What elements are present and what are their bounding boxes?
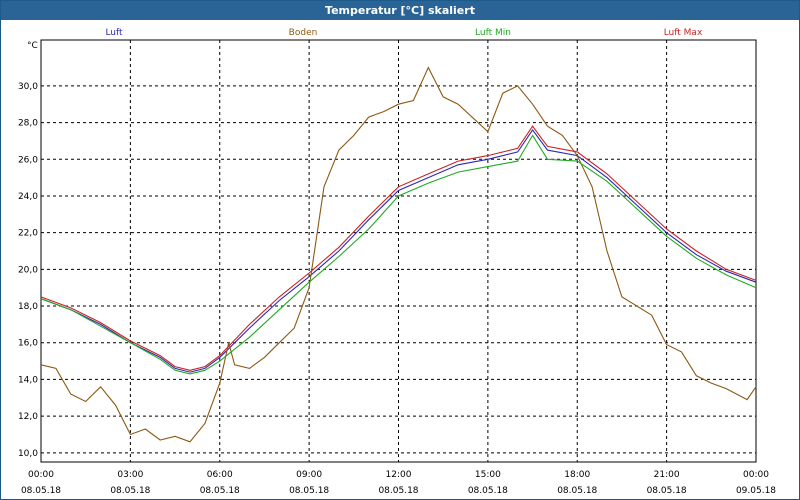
y-tick-label: 22,0 [18, 229, 38, 239]
y-tick-label: 20,0 [18, 265, 38, 275]
series-line-luft-max [40, 125, 757, 371]
x-tick-date: 08.05.18 [110, 486, 150, 496]
chart: 10,0 12,0 14,0 16,0 18,0 20,0 22,0 24,0 26,0 28,0… [18, 28, 776, 496]
y-tick-label: 30,0 [18, 82, 38, 92]
y-tick-label: 28,0 [18, 119, 38, 129]
x-tick-date: 08.05.18 [647, 486, 687, 496]
x-tick-date: 08.05.18 [468, 486, 508, 496]
y-tick-label: 18,0 [18, 302, 38, 312]
series-line-boden [40, 66, 757, 443]
x-tick-time: 09:00 [296, 470, 322, 480]
x-tick-time: 06:00 [207, 470, 233, 480]
x-tick-date: 08.05.18 [200, 486, 240, 496]
x-tick-time: 03:00 [117, 470, 143, 480]
legend-luft-max: Luft Max [664, 28, 703, 38]
window-title: Temperatur [°C] skaliert [1, 1, 799, 20]
x-tick-time: 00:00 [28, 470, 54, 480]
series-line-luft [40, 128, 757, 373]
legend-luft-min: Luft Min [475, 28, 511, 38]
y-tick-label: 12,0 [18, 412, 38, 422]
x-tick-date: 08.05.18 [557, 486, 597, 496]
legend-boden: Boden [289, 28, 318, 38]
x-tick-time: 21:00 [654, 470, 680, 480]
x-tick-date: 08.05.18 [289, 486, 329, 496]
y-tick-label: 16,0 [18, 339, 38, 349]
y-tick-label: 24,0 [18, 192, 38, 202]
x-tick-time: 00:00 [743, 470, 769, 480]
x-tick-time: 15:00 [475, 470, 501, 480]
x-tick-date: 09.05.18 [736, 486, 776, 496]
x-tick-time: 18:00 [564, 470, 590, 480]
x-tick-date: 08.05.18 [21, 486, 61, 496]
y-tick-label: 26,0 [18, 155, 38, 165]
x-tick-time: 12:00 [386, 470, 412, 480]
x-tick-date: 08.05.18 [378, 486, 418, 496]
y-tick-label: 14,0 [18, 375, 38, 385]
y-axis-unit: °C [27, 41, 38, 51]
y-tick-label: 10,0 [18, 449, 38, 459]
legend-luft: Luft [105, 28, 123, 38]
series-line-luft-min [40, 134, 757, 375]
